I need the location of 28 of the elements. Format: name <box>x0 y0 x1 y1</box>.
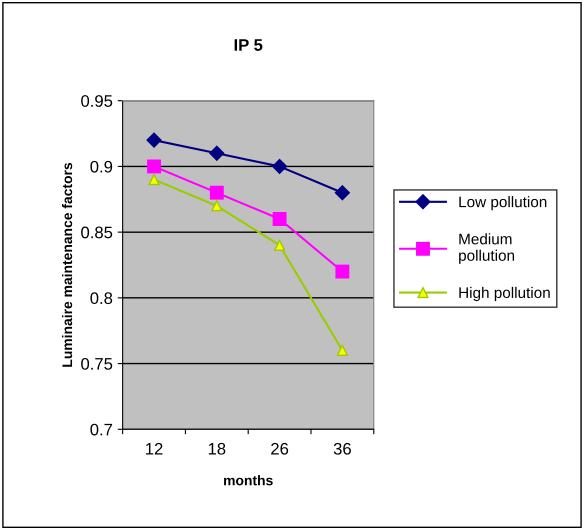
y-tick-label: 0.95 <box>81 95 112 107</box>
point <box>335 264 350 279</box>
point <box>274 240 286 251</box>
y-tick-label: 0.7 <box>90 424 112 436</box>
x-tick-label: 18 <box>208 442 226 455</box>
point <box>146 132 162 148</box>
legend-label: Low pollution <box>459 196 546 210</box>
point <box>209 146 224 161</box>
point <box>336 344 348 356</box>
x-tick-label: 36 <box>334 442 351 455</box>
point <box>334 185 350 200</box>
point <box>272 158 288 174</box>
y-tick-label: 0.75 <box>81 358 112 370</box>
point <box>272 212 287 226</box>
point <box>147 159 161 174</box>
x-tick-label: 26 <box>271 442 288 455</box>
legend-label: High pollution <box>459 286 550 302</box>
y-tick-label: 0.8 <box>90 292 112 304</box>
point <box>210 186 224 200</box>
chart-title: IP 5 <box>234 39 262 51</box>
x-tick-label: 12 <box>146 442 162 455</box>
legend-label: Medium pollution <box>459 233 514 264</box>
point <box>148 174 160 186</box>
y-tick-label: 0.9 <box>90 160 112 173</box>
x-axis-title: months <box>224 475 273 486</box>
y-axis-title: Luminaire maintenance factors <box>62 162 72 367</box>
y-tick-label: 0.85 <box>81 226 112 238</box>
point <box>211 200 222 212</box>
